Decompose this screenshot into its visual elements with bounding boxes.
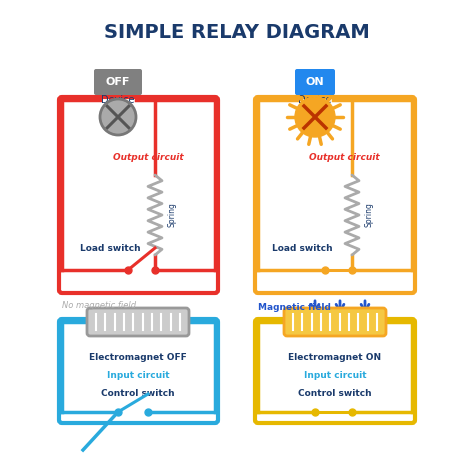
Text: Spring: Spring	[168, 202, 177, 228]
Text: No magnetic field: No magnetic field	[62, 301, 136, 310]
Text: Electromagnet ON: Electromagnet ON	[289, 354, 382, 363]
FancyBboxPatch shape	[94, 69, 142, 95]
Text: OFF: OFF	[106, 77, 130, 87]
Circle shape	[295, 97, 335, 137]
Text: Electromagnet OFF: Electromagnet OFF	[89, 354, 187, 363]
Circle shape	[100, 99, 136, 135]
Text: Device: Device	[101, 95, 135, 105]
Text: Magnetic field: Magnetic field	[258, 303, 331, 312]
Text: Input circuit: Input circuit	[107, 371, 169, 380]
Text: Load switch: Load switch	[80, 244, 141, 253]
Text: Spring: Spring	[365, 202, 374, 228]
Text: Load switch: Load switch	[272, 244, 333, 253]
Text: Control switch: Control switch	[298, 389, 372, 398]
Text: Output circuit: Output circuit	[113, 154, 183, 163]
FancyBboxPatch shape	[295, 69, 335, 95]
FancyBboxPatch shape	[284, 308, 386, 336]
Text: Control switch: Control switch	[101, 389, 175, 398]
Text: Input circuit: Input circuit	[304, 371, 366, 380]
Text: Device: Device	[298, 95, 332, 105]
FancyBboxPatch shape	[87, 308, 189, 336]
Text: SIMPLE RELAY DIAGRAM: SIMPLE RELAY DIAGRAM	[104, 22, 370, 42]
Text: ON: ON	[306, 77, 324, 87]
Text: Output circuit: Output circuit	[309, 154, 379, 163]
